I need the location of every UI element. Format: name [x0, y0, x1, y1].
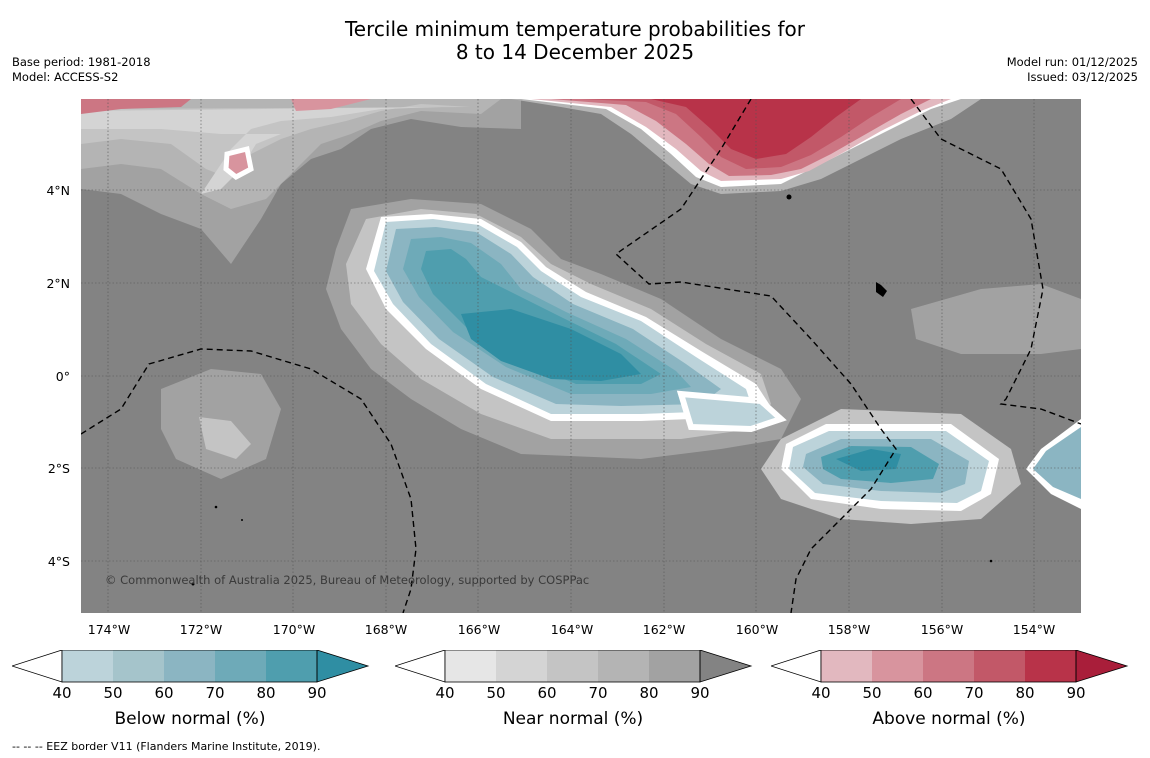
colorbar-near-label: Near normal (%) — [502, 709, 644, 729]
colorbar-above-swatch — [923, 650, 974, 682]
x-tick: 172°W — [179, 622, 223, 637]
base-period: Base period: 1981-2018 — [12, 55, 151, 69]
below-normal-east — [1033, 427, 1081, 499]
colorbar-below-tick: 80 — [256, 684, 276, 702]
colorbar-above-tick: 60 — [913, 684, 933, 702]
colorbar-above-tick: 40 — [811, 684, 831, 702]
title-line-2: 8 to 14 December 2025 — [455, 40, 695, 64]
eez-borders — [81, 99, 1081, 613]
colorbar-below-swatch — [62, 650, 113, 682]
colorbar-near-swatch — [445, 650, 496, 682]
colorbar-above-swatch — [821, 650, 872, 682]
above-normal-small-patch — [223, 145, 254, 180]
y-tick: 4°S — [47, 554, 70, 569]
above-normal-80 — [651, 99, 861, 159]
colorbar-above-low-arrow — [769, 649, 822, 683]
x-tick: 160°W — [735, 622, 779, 637]
colorbar-above-label: Above normal (%) — [872, 709, 1026, 729]
colorbar-near-low-arrow — [393, 649, 446, 683]
x-tick: 156°W — [920, 622, 964, 637]
colorbar-above-tick: 90 — [1066, 684, 1086, 702]
colorbar-below-swatch — [113, 650, 164, 682]
colorbar-near-tick: 90 — [690, 684, 710, 702]
near-normal-80-east — [911, 284, 1081, 354]
y-tick: 4°N — [46, 183, 70, 198]
copyright-notice: © Commonwealth of Australia 2025, Bureau… — [105, 573, 590, 587]
colorbar-below-tick: 60 — [154, 684, 174, 702]
title-line-1: Tercile minimum temperature probabilitie… — [344, 17, 806, 41]
colorbar-below-swatch — [164, 650, 215, 682]
issued-date: Issued: 03/12/2025 — [1027, 70, 1138, 84]
y-tick: 2°S — [47, 461, 70, 476]
meta-left: Base period: 1981-2018 Model: ACCESS-S2 — [12, 55, 151, 85]
colorbar-near-tick: 80 — [639, 684, 659, 702]
x-tick: 170°W — [272, 622, 316, 637]
islands — [191, 194, 993, 586]
colorbar-above-tick: 70 — [964, 684, 984, 702]
colorbar-below-tick: 90 — [307, 684, 327, 702]
colorbar-above-tick: 80 — [1015, 684, 1035, 702]
colorbar-near-swatch — [547, 650, 598, 682]
colorbar-above-swatch — [872, 650, 923, 682]
x-tick: 166°W — [457, 622, 501, 637]
colorbar-below-swatch — [215, 650, 266, 682]
colorbar-near-swatch — [598, 650, 649, 682]
map-title: Tercile minimum temperature probabilitie… — [0, 18, 1150, 64]
colorbar-above-tick: 50 — [862, 684, 882, 702]
model-run: Model run: 01/12/2025 — [1006, 55, 1138, 69]
colorbar-near-swatch — [649, 650, 700, 682]
colorbar-below-tick: 70 — [205, 684, 225, 702]
x-tick: 158°W — [827, 622, 871, 637]
colorbar-above-swatch — [974, 650, 1025, 682]
above-normal-nw-strip — [81, 99, 191, 114]
x-tick: 164°W — [550, 622, 594, 637]
colorbar-below-normal — [10, 649, 370, 688]
below-normal-east-tail — [676, 390, 787, 433]
probability-map — [81, 99, 1081, 613]
colorbar-below-label: Below normal (%) — [114, 709, 266, 729]
colorbar-above-swatch — [1025, 650, 1076, 682]
colorbar-near-tick: 70 — [588, 684, 608, 702]
map-panel — [81, 99, 1081, 613]
colorbar-below-swatch — [266, 650, 317, 682]
model-name: Model: ACCESS-S2 — [12, 70, 119, 84]
colorbar-near-swatch — [496, 650, 547, 682]
x-tick: 168°W — [364, 622, 408, 637]
colorbar-below-low-arrow — [10, 649, 63, 683]
above-normal-nw-patch — [291, 99, 371, 111]
colorbar-below-tick: 40 — [52, 684, 72, 702]
colorbar-below-high-arrow — [316, 649, 370, 683]
near-normal-50-nw — [81, 107, 441, 194]
y-tick: 0° — [55, 369, 70, 384]
colorbar-above-normal — [769, 649, 1129, 688]
colorbar-above-high-arrow — [1075, 649, 1129, 683]
x-tick: 154°W — [1012, 622, 1056, 637]
meta-right: Model run: 01/12/2025 Issued: 03/12/2025 — [1007, 55, 1138, 85]
eez-footnote: -- -- -- EEZ border V11 (Flanders Marine… — [12, 740, 321, 753]
colorbar-near-normal — [393, 649, 753, 688]
colorbar-near-high-arrow — [699, 649, 753, 683]
graticule — [81, 99, 1081, 613]
colorbar-near-tick: 60 — [537, 684, 557, 702]
colorbar-near-tick: 40 — [435, 684, 455, 702]
colorbar-below-tick: 50 — [103, 684, 123, 702]
x-tick: 174°W — [87, 622, 131, 637]
near-normal-60-sw — [199, 417, 251, 459]
colorbar-near-tick: 50 — [486, 684, 506, 702]
y-tick: 2°N — [46, 276, 70, 291]
below-normal-90 — [461, 309, 641, 381]
below-normal-90-se — [836, 449, 901, 471]
island-north — [786, 194, 792, 200]
x-tick: 162°W — [642, 622, 686, 637]
